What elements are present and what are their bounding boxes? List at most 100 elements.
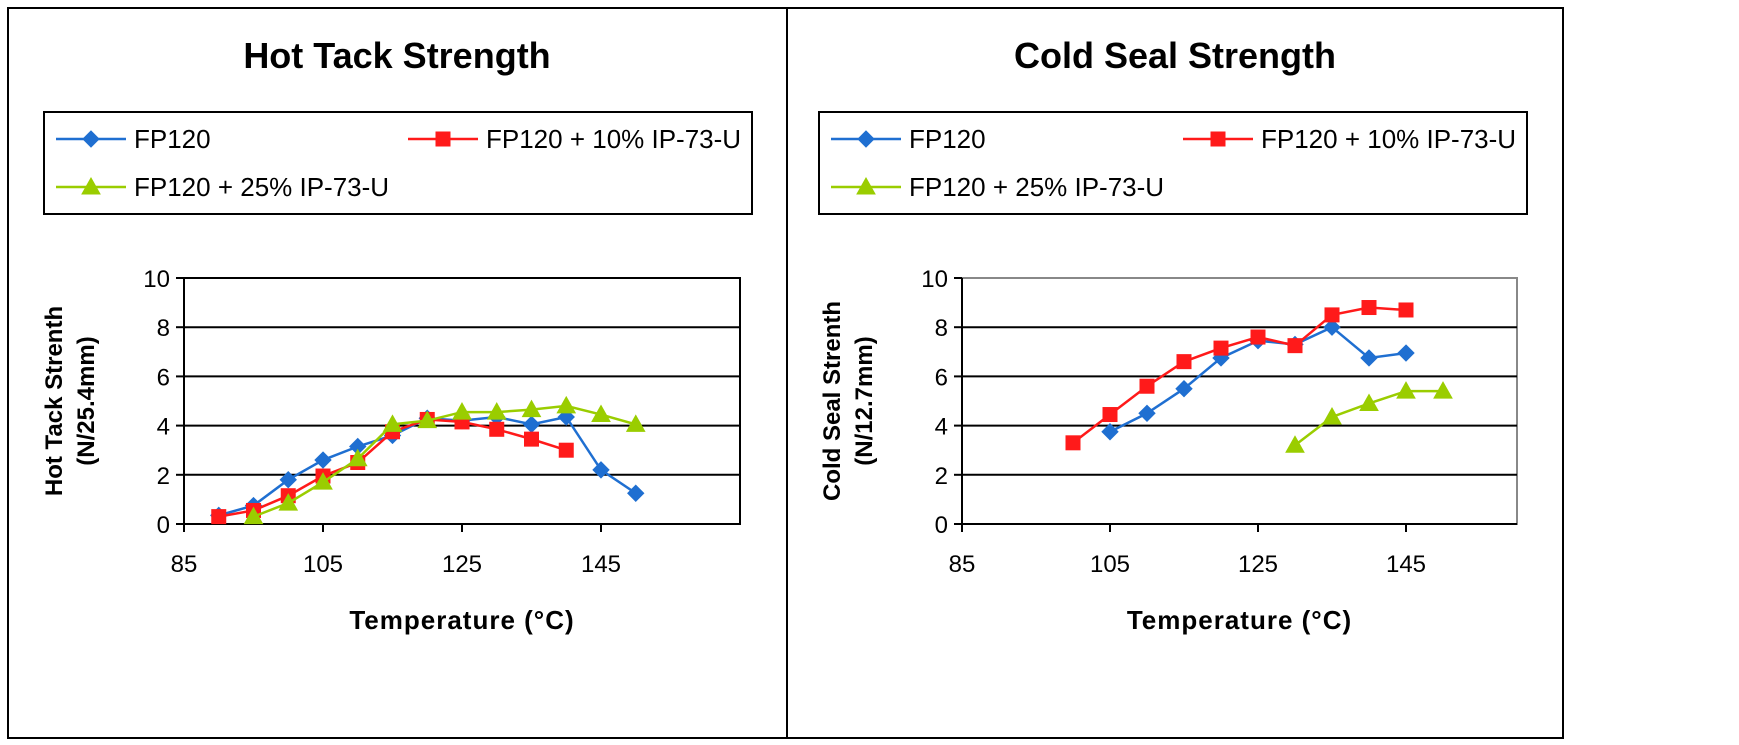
figure-border [7, 7, 1564, 739]
data-point [1361, 300, 1377, 316]
y-axis-label: Hot Tack Strenth (N/25.4mm) [41, 306, 100, 496]
legend-label: FP120 + 10% IP-73-U [1261, 124, 1516, 154]
legend-marker [1210, 131, 1226, 147]
legend-marker [856, 176, 876, 195]
data-point [592, 461, 610, 479]
legend-label: FP120 + 25% IP-73-U [909, 172, 1164, 202]
data-point [314, 451, 332, 469]
data-point [591, 404, 611, 423]
data-point [452, 402, 472, 420]
x-tick-label: 85 [949, 551, 976, 578]
data-point [1250, 329, 1266, 345]
legend-item: FP120 [56, 124, 211, 154]
data-point [625, 414, 646, 432]
data-point [211, 509, 227, 525]
data-point [1065, 435, 1081, 451]
plot-frame [183, 277, 741, 525]
legend: FP120 FP120 + 10% IP-73-U FP120 + 25% IP-7… [43, 111, 753, 215]
data-point [627, 484, 645, 502]
data-point [1176, 354, 1192, 370]
data-point [521, 399, 542, 418]
y-tick-label: 0 [935, 512, 948, 539]
data-point [522, 415, 541, 434]
legend-box [818, 111, 1528, 215]
legend-marker [435, 131, 451, 147]
chart-panel-2: Cold Seal Strength FP120 FP120 + 10% IP-73… [818, 35, 1528, 635]
legend-item: FP120 + 10% IP-73-U [1183, 124, 1516, 154]
data-point [1398, 302, 1414, 318]
x-tick-label: 105 [303, 551, 343, 578]
x-axis-label: Temperature (°C) [349, 605, 574, 635]
data-point [1396, 381, 1416, 399]
data-point [278, 493, 299, 511]
plot-frame [961, 277, 1518, 525]
legend-item: FP120 [831, 124, 986, 154]
legend-label: FP120 [909, 124, 986, 154]
legend-label: FP120 [134, 124, 211, 154]
data-point [243, 506, 264, 525]
data-point [1322, 406, 1342, 425]
data-point [1397, 344, 1415, 362]
data-point [1102, 407, 1118, 423]
series-line [1072, 306, 1407, 444]
legend-box [43, 111, 753, 215]
y-tick-label: 8 [935, 315, 948, 342]
data-point [1433, 381, 1453, 399]
legend-marker [81, 176, 101, 195]
y-axis-label-line-1: Hot Tack Strenth [41, 306, 68, 496]
data-point [1359, 393, 1379, 411]
data-point [1360, 349, 1378, 367]
legend-label: FP120 + 10% IP-73-U [486, 124, 741, 154]
data-point [1101, 423, 1119, 441]
chart-title: Cold Seal Strength [1014, 35, 1336, 76]
data-point [1285, 435, 1305, 453]
x-axis-label: Temperature (°C) [1127, 605, 1352, 635]
legend-label: FP120 + 25% IP-73-U [134, 172, 389, 202]
data-point [1323, 318, 1341, 336]
data-point [1175, 379, 1193, 398]
y-tick-label: 10 [143, 266, 170, 293]
x-tick-label: 125 [1238, 551, 1278, 578]
data-point [1324, 307, 1340, 323]
y-tick-label: 2 [157, 463, 170, 490]
y-axis-label-line-1: Cold Seal Strenth [819, 301, 846, 501]
legend-marker [857, 130, 875, 148]
series-3 [1285, 381, 1453, 453]
series-2 [1065, 300, 1414, 451]
y-tick-label: 6 [157, 364, 170, 391]
data-point [1287, 338, 1303, 354]
data-point [279, 471, 297, 489]
x-tick-label: 145 [1386, 551, 1426, 578]
data-point [489, 421, 505, 437]
y-tick-label: 2 [935, 463, 948, 490]
data-point [558, 442, 574, 458]
legend-item: FP120 + 25% IP-73-U [56, 172, 389, 202]
legend-item: FP120 + 10% IP-73-U [408, 124, 741, 154]
y-axis-label-line-2: (N/25.4mm) [73, 336, 100, 465]
data-point [382, 414, 403, 432]
chart-panel-1: Hot Tack Strength FP120 FP120 + 10% IP-73-… [41, 35, 753, 635]
x-tick-label: 85 [171, 551, 198, 578]
series-line [253, 404, 637, 518]
x-tick-label: 105 [1090, 551, 1130, 578]
x-tick-label: 125 [442, 551, 482, 578]
data-point [1213, 340, 1229, 356]
y-tick-label: 8 [157, 315, 170, 342]
legend: FP120 FP120 + 10% IP-73-U FP120 + 25% IP-7… [818, 111, 1528, 215]
data-point [313, 472, 333, 490]
y-tick-label: 0 [157, 512, 170, 539]
data-point [347, 448, 368, 467]
data-point [1138, 404, 1156, 423]
legend-item: FP120 + 25% IP-73-U [831, 172, 1164, 202]
y-tick-label: 4 [935, 414, 948, 441]
y-tick-label: 10 [921, 266, 948, 293]
data-point [524, 431, 539, 447]
series-3 [243, 395, 646, 525]
legend-marker [82, 130, 100, 148]
y-tick-label: 6 [935, 364, 948, 391]
data-point [1139, 378, 1155, 394]
x-tick-label: 145 [581, 551, 621, 578]
y-axis-label: Cold Seal Strenth (N/12.7mm) [819, 301, 878, 501]
